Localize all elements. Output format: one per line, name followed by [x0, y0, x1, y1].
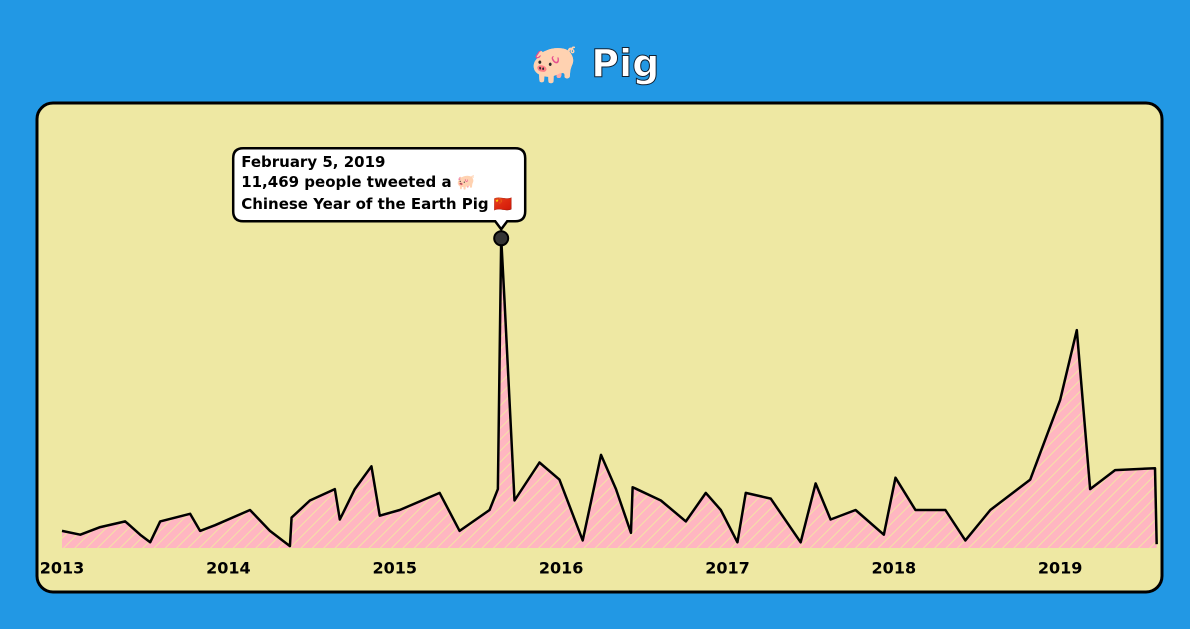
tooltip-date: February 5, 2019 — [241, 153, 385, 171]
plot-frame — [35, 101, 1164, 594]
x-tick-label: 2015 — [372, 559, 417, 578]
chart-title: 🐖 Pig — [531, 42, 660, 86]
tooltip — [231, 147, 527, 232]
x-tick-label: 2018 — [872, 559, 917, 578]
x-tick-label: 2013 — [40, 559, 85, 578]
x-tick-label: 2014 — [206, 559, 251, 578]
tooltip-event: Chinese Year of the Earth Pig 🇨🇳 — [241, 195, 513, 213]
x-tick-label: 2019 — [1038, 559, 1083, 578]
x-tick-label: 2017 — [705, 559, 750, 578]
line — [61, 237, 1158, 548]
tooltip-count: 11,469 people tweeted a 🐖 — [241, 173, 475, 191]
x-tick-label: 2016 — [539, 559, 584, 578]
peak-marker — [493, 230, 510, 247]
area — [62, 238, 1157, 549]
